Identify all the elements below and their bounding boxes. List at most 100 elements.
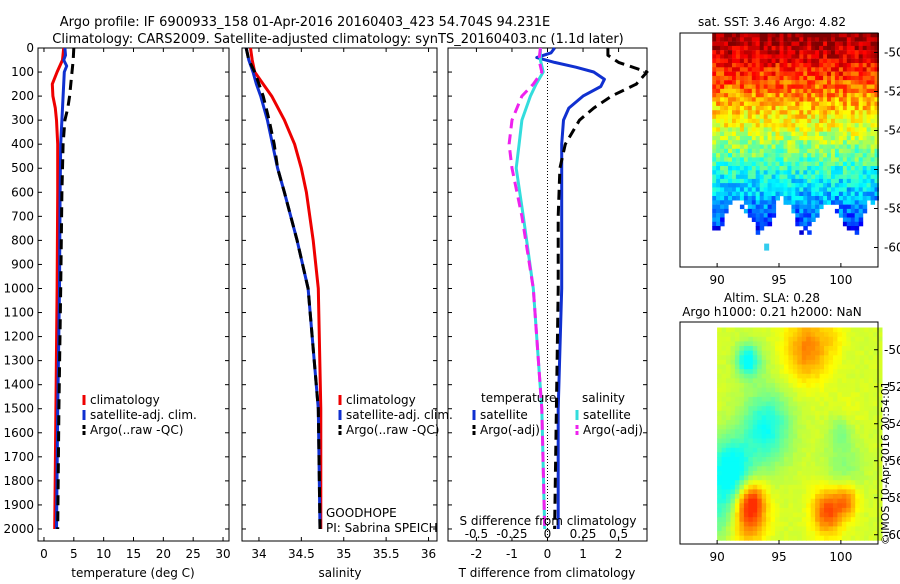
sla-cell bbox=[877, 415, 883, 421]
sla-cell bbox=[739, 346, 745, 351]
sst-cell bbox=[803, 166, 808, 171]
sst-cell bbox=[795, 58, 800, 64]
sla-cell bbox=[761, 410, 767, 416]
sst-cell bbox=[712, 174, 717, 180]
sst-cell bbox=[827, 136, 832, 141]
sla-cell bbox=[761, 489, 767, 495]
sst-cell bbox=[783, 80, 788, 85]
sst-cell bbox=[716, 221, 721, 227]
sst-cell bbox=[831, 75, 836, 81]
sst-cell bbox=[724, 54, 729, 59]
sla-cell bbox=[761, 401, 767, 407]
sla-cell bbox=[752, 401, 758, 407]
sst-cell bbox=[823, 127, 828, 132]
sla-cell bbox=[797, 327, 803, 333]
sst-cell bbox=[823, 136, 828, 141]
sla-cell bbox=[748, 387, 754, 393]
sst-cell bbox=[779, 54, 784, 59]
sla-cell bbox=[734, 369, 740, 375]
sla-cell bbox=[726, 498, 731, 504]
sla-cell bbox=[824, 494, 829, 499]
sst-cell bbox=[819, 71, 824, 77]
sla-cell bbox=[873, 526, 878, 532]
sst-cell bbox=[735, 187, 741, 192]
sla-cell bbox=[743, 535, 749, 541]
sst-cell bbox=[771, 93, 777, 98]
sla-cell bbox=[855, 443, 861, 449]
sla-cell bbox=[828, 346, 834, 351]
sla-cell bbox=[837, 480, 843, 486]
sst-cell bbox=[747, 110, 753, 115]
sla-cell bbox=[797, 378, 803, 384]
sst-cell bbox=[716, 105, 721, 111]
sst-cell bbox=[755, 127, 761, 132]
sst-cell bbox=[795, 80, 800, 85]
sst-cell bbox=[823, 153, 828, 158]
sst-cell bbox=[712, 101, 717, 107]
sla-cell bbox=[877, 424, 883, 430]
sst-cell bbox=[811, 45, 816, 51]
sla-cell bbox=[810, 433, 816, 439]
sla-cell bbox=[810, 531, 816, 536]
sla-cell bbox=[819, 507, 825, 513]
sst-cell bbox=[735, 166, 741, 171]
sst-cell bbox=[763, 50, 769, 55]
sst-cell bbox=[815, 148, 820, 154]
sla-cell bbox=[734, 475, 740, 481]
sla-cell bbox=[726, 327, 731, 333]
sla-cell bbox=[734, 452, 740, 458]
sst-cell bbox=[854, 63, 860, 68]
sst-cell bbox=[866, 33, 872, 38]
sla-cell bbox=[837, 466, 843, 472]
sst-cell bbox=[712, 118, 717, 124]
sst-cell bbox=[755, 45, 761, 51]
sst-cell bbox=[799, 63, 804, 68]
sla-cell bbox=[819, 433, 825, 439]
sla-cell bbox=[783, 401, 789, 407]
sst-cell bbox=[823, 157, 828, 162]
sla-cell bbox=[868, 387, 874, 393]
sla-cell bbox=[761, 415, 767, 421]
map-x-tick-label: 95 bbox=[771, 273, 786, 287]
sla-cell bbox=[743, 373, 749, 379]
sla-cell bbox=[859, 517, 865, 523]
sla-cell bbox=[788, 494, 794, 499]
sst-cell bbox=[720, 88, 725, 94]
sst-cell bbox=[716, 200, 721, 205]
sst-cell bbox=[842, 80, 848, 85]
sst-cell bbox=[716, 187, 721, 192]
sla-cell bbox=[819, 512, 825, 518]
sla-cell bbox=[783, 396, 789, 402]
sla-cell bbox=[868, 364, 874, 370]
sst-cell bbox=[767, 97, 773, 102]
sst-cell bbox=[838, 33, 844, 38]
sst-cell bbox=[870, 41, 876, 47]
sst-cell bbox=[751, 144, 757, 149]
sla-cell bbox=[779, 494, 785, 499]
sla-cell bbox=[726, 535, 731, 541]
sst-cell bbox=[755, 37, 761, 42]
sst-cell bbox=[728, 183, 733, 188]
sla-cell bbox=[739, 526, 745, 532]
sst-cell bbox=[732, 110, 737, 115]
sla-cell bbox=[850, 507, 856, 513]
sst-cell bbox=[755, 153, 761, 158]
sla-cell bbox=[868, 484, 874, 490]
sst-cell bbox=[866, 105, 872, 111]
sla-cell bbox=[819, 415, 825, 421]
sla-cell bbox=[748, 443, 754, 449]
sla-cell bbox=[806, 424, 812, 430]
sla-cell bbox=[810, 364, 816, 370]
sla-cell bbox=[850, 406, 856, 412]
sla-cell bbox=[824, 443, 829, 449]
sla-cell bbox=[792, 378, 798, 384]
sla-cell bbox=[743, 531, 749, 536]
sla-cell bbox=[828, 341, 834, 347]
sla-cell bbox=[868, 512, 874, 518]
sst-cell bbox=[811, 127, 816, 132]
sst-cell bbox=[838, 208, 844, 214]
sla-cell bbox=[801, 364, 807, 370]
sst-cell bbox=[763, 170, 769, 175]
sla-cell bbox=[824, 387, 829, 393]
sst-cell bbox=[743, 84, 749, 89]
